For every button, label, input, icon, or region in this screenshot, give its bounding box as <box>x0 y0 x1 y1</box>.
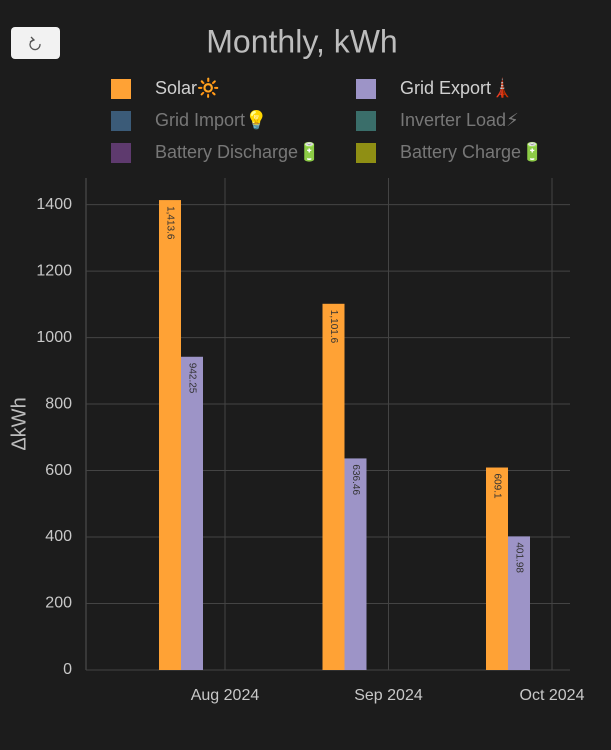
legend-swatch <box>111 111 131 131</box>
bar <box>159 200 181 670</box>
y-tick-label: 400 <box>45 528 72 545</box>
y-tick-label: 600 <box>45 462 72 479</box>
legend-label: Grid Import💡 <box>155 109 267 130</box>
legend-label: Inverter Load⚡ <box>400 110 519 130</box>
y-tick-label: 800 <box>45 395 72 412</box>
data-label: 1,413.6 <box>164 206 175 240</box>
y-axis-label: ΔkWh <box>8 397 30 450</box>
legend-swatch <box>356 79 376 99</box>
data-label: 1,101.6 <box>328 310 339 344</box>
bar <box>508 536 530 670</box>
bar <box>322 303 345 670</box>
y-tick-label: 200 <box>45 595 72 612</box>
legend-swatch <box>356 111 376 131</box>
y-tick-label: 1400 <box>36 196 72 213</box>
x-tick-label: Oct 2024 <box>520 687 585 704</box>
bar <box>344 458 367 670</box>
data-label: 942.25 <box>186 363 197 394</box>
bar <box>181 356 203 670</box>
legend-label: Solar🔆 <box>155 77 219 99</box>
x-tick-label: Sep 2024 <box>354 687 423 704</box>
refresh-button[interactable] <box>11 27 60 59</box>
data-label: 401.98 <box>513 542 524 573</box>
legend-label: Grid Export🗼 <box>400 77 513 98</box>
data-label: 636.46 <box>350 464 361 495</box>
legend-label: Battery Discharge🔋 <box>155 141 320 162</box>
y-tick-label: 1000 <box>36 329 72 346</box>
x-tick-label: Aug 2024 <box>191 687 260 704</box>
legend-swatch <box>111 79 131 99</box>
data-label: 609.1 <box>491 474 502 499</box>
chart-title: Monthly, kWh <box>206 23 397 59</box>
legend-label: Battery Charge🔋 <box>400 141 543 162</box>
legend-swatch <box>356 143 376 163</box>
y-tick-label: 0 <box>63 661 72 678</box>
legend-swatch <box>111 143 131 163</box>
bar <box>486 467 508 670</box>
y-tick-label: 1200 <box>36 262 72 279</box>
